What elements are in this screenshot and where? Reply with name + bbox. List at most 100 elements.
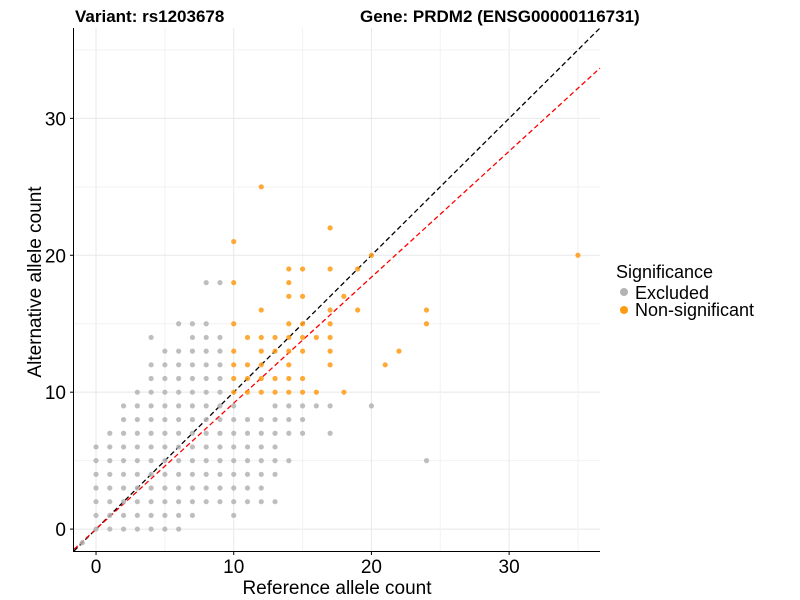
fitted-reference-line	[73, 67, 601, 550]
data-point-excluded	[231, 444, 237, 450]
data-point-excluded	[368, 403, 375, 409]
data-point-excluded	[203, 499, 209, 505]
data-point-excluded	[148, 416, 154, 423]
data-point-non-significant	[258, 307, 264, 313]
data-point-excluded	[93, 499, 99, 505]
data-point-non-significant	[286, 375, 292, 382]
data-point-excluded	[162, 348, 168, 354]
data-point-excluded	[134, 512, 140, 519]
data-point-excluded	[203, 485, 209, 491]
data-point-excluded	[120, 526, 127, 532]
data-point-excluded	[162, 430, 168, 436]
data-point-excluded	[203, 471, 209, 477]
legend-key-non-significant	[620, 306, 628, 314]
data-point-excluded	[423, 458, 430, 464]
data-point-excluded	[162, 471, 168, 477]
axis-ticks: 0 10 20 30 0 10 20 30	[45, 109, 520, 578]
y-axis-title: Alternative allele count	[25, 186, 46, 378]
data-point-excluded	[286, 430, 292, 436]
data-point-excluded	[299, 403, 306, 409]
data-point-non-significant	[244, 334, 251, 341]
data-point-non-significant	[231, 348, 237, 354]
data-point-excluded	[120, 430, 127, 436]
data-point-excluded	[148, 444, 154, 450]
data-point-non-significant	[286, 362, 292, 368]
data-point-excluded	[107, 471, 113, 477]
data-point-excluded	[148, 334, 154, 341]
data-point-excluded	[176, 403, 182, 409]
data-point-non-significant	[258, 348, 264, 354]
data-point-non-significant	[244, 375, 251, 382]
data-point-excluded	[134, 485, 140, 491]
data-point-excluded	[176, 321, 182, 327]
data-point-non-significant	[272, 334, 278, 341]
data-point-excluded	[120, 416, 127, 423]
data-point-non-significant	[286, 334, 292, 341]
data-point-excluded	[217, 334, 223, 341]
data-point-excluded	[327, 403, 333, 409]
data-point-excluded	[189, 403, 196, 409]
legend-key-excluded	[620, 288, 628, 296]
data-point-excluded	[231, 512, 237, 519]
data-point-excluded	[258, 416, 264, 423]
data-point-non-significant	[341, 293, 347, 299]
data-point-non-significant	[327, 225, 333, 231]
data-point-excluded	[134, 526, 140, 532]
data-point-excluded	[134, 458, 140, 464]
data-point-excluded	[203, 430, 209, 436]
data-point-excluded	[217, 375, 223, 382]
data-point-excluded	[176, 430, 182, 436]
data-point-non-significant	[258, 389, 264, 395]
data-point-excluded	[162, 389, 168, 395]
data-point-excluded	[231, 403, 237, 409]
data-point-excluded	[217, 348, 223, 354]
data-point-excluded	[258, 430, 264, 436]
data-point-excluded	[203, 334, 209, 341]
data-point-excluded	[217, 403, 223, 409]
data-point-excluded	[93, 471, 99, 477]
data-point-non-significant	[327, 266, 333, 272]
data-point-excluded	[231, 458, 237, 464]
data-point-excluded	[148, 485, 154, 491]
y-tick-label: 20	[45, 246, 66, 267]
data-point-excluded	[272, 430, 278, 436]
data-point-non-significant	[258, 362, 264, 368]
data-point-excluded	[176, 444, 182, 450]
data-point-excluded	[203, 348, 209, 354]
data-point-excluded	[93, 444, 99, 450]
data-point-non-significant	[575, 252, 581, 258]
data-point-non-significant	[286, 266, 292, 272]
data-point-excluded	[120, 512, 127, 519]
data-point-excluded	[162, 403, 168, 409]
chart-title-variant: Variant: rs1203678	[75, 7, 224, 26]
x-tick-label: 10	[223, 557, 244, 578]
data-point-non-significant	[272, 375, 278, 382]
data-point-excluded	[162, 375, 168, 382]
data-point-excluded	[231, 416, 237, 423]
x-tick-label: 20	[361, 557, 382, 578]
data-point-excluded	[120, 485, 127, 491]
x-tick-label: 0	[91, 557, 102, 578]
data-point-non-significant	[396, 348, 402, 354]
legend-title: Significance	[616, 262, 713, 282]
data-point-excluded	[203, 458, 209, 464]
data-point-excluded	[93, 526, 99, 532]
data-point-excluded	[162, 499, 168, 505]
data-point-excluded	[203, 280, 209, 286]
chart-title-gene: Gene: PRDM2 (ENSG00000116731)	[360, 7, 640, 26]
data-point-excluded	[162, 416, 168, 423]
data-point-excluded	[189, 389, 196, 395]
data-point-excluded	[134, 389, 140, 395]
data-point-non-significant	[299, 266, 306, 272]
data-point-excluded	[299, 430, 306, 436]
legend: Significance Excluded Non-significant	[616, 262, 754, 320]
data-point-non-significant	[231, 321, 237, 327]
data-point-non-significant	[286, 293, 292, 299]
data-point-non-significant	[244, 362, 251, 368]
data-point-non-significant	[423, 307, 430, 313]
data-point-excluded	[231, 499, 237, 505]
data-points	[79, 184, 581, 546]
data-point-excluded	[107, 512, 113, 519]
data-point-excluded	[134, 416, 140, 423]
